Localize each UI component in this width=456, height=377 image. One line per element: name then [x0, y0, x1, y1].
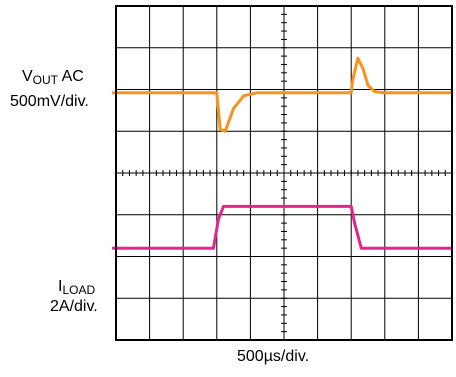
trace-vout	[116, 56, 452, 133]
iload-label-main: I	[58, 278, 63, 295]
vout-label-suffix: AC	[58, 68, 84, 85]
vout-label-main: V	[22, 68, 33, 85]
iload-label-sub: LOAD	[62, 283, 96, 297]
vout-scale: 500mV/div.	[10, 93, 89, 110]
vout-label: VOUT AC	[22, 68, 84, 89]
trace-iload	[116, 204, 452, 250]
grid	[116, 6, 452, 340]
iload-label: ILOAD	[58, 278, 95, 299]
iload-scale: 2A/div.	[50, 298, 98, 315]
vout-label-sub: OUT	[32, 73, 59, 87]
plot-frame	[115, 5, 453, 341]
x-axis-label: 500µs/div.	[237, 348, 310, 365]
